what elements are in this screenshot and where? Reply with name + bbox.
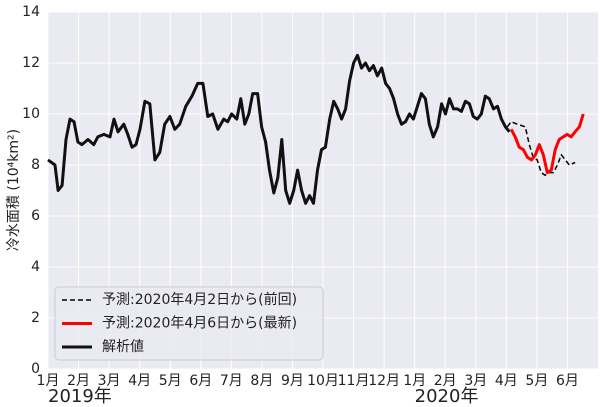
x-tick-label: 10月 [307,373,339,389]
series-line [506,120,576,176]
x-tick-label: 11月 [338,373,370,389]
y-tick-label: 10 [22,106,40,122]
y-axis-label: 冷水面積 (10⁴km²) [6,129,22,251]
x-tick-label: 7月 [220,373,243,389]
legend-label: 解析値 [102,339,144,355]
x-tick-label: 6月 [556,373,579,389]
x-tick-label: 1月 [37,373,60,389]
x-tick-label: 3月 [98,373,121,389]
y-tick-label: 8 [31,157,40,173]
x-tick-label: 4月 [128,373,151,389]
x-tick-label: 3月 [464,373,487,389]
year-label: 2019年 [48,386,112,407]
x-tick-label: 2月 [67,373,90,389]
x-tick-label: 1月 [403,373,426,389]
x-tick-label: 8月 [250,373,273,389]
series-line [509,113,585,175]
y-tick-label: 4 [31,259,40,275]
year-label: 2020年 [415,386,479,407]
y-tick-label: 6 [31,208,40,224]
legend-label: 予測:2020年4月2日から(前回) [102,291,297,308]
x-tick-label: 6月 [189,373,212,389]
y-tick-label: 12 [22,55,40,71]
x-tick-label: 4月 [495,373,518,389]
y-tick-label: 0 [31,361,40,377]
y-tick-label: 14 [22,4,40,20]
legend-box [54,286,324,361]
x-tick-label: 2月 [434,373,457,389]
lines [47,53,585,205]
x-tick-label: 12月 [368,373,400,389]
legend: 予測:2020年4月2日から(前回) 予測:2020年4月6日から(最新) 解析値 [54,286,324,361]
x-tick-label: 5月 [525,373,548,389]
x-tick-label: 5月 [159,373,182,389]
legend-label: 予測:2020年4月6日から(最新) [102,316,297,332]
series-line [47,53,511,205]
y-tick-label: 2 [31,310,40,326]
x-tick-label: 9月 [281,373,304,389]
